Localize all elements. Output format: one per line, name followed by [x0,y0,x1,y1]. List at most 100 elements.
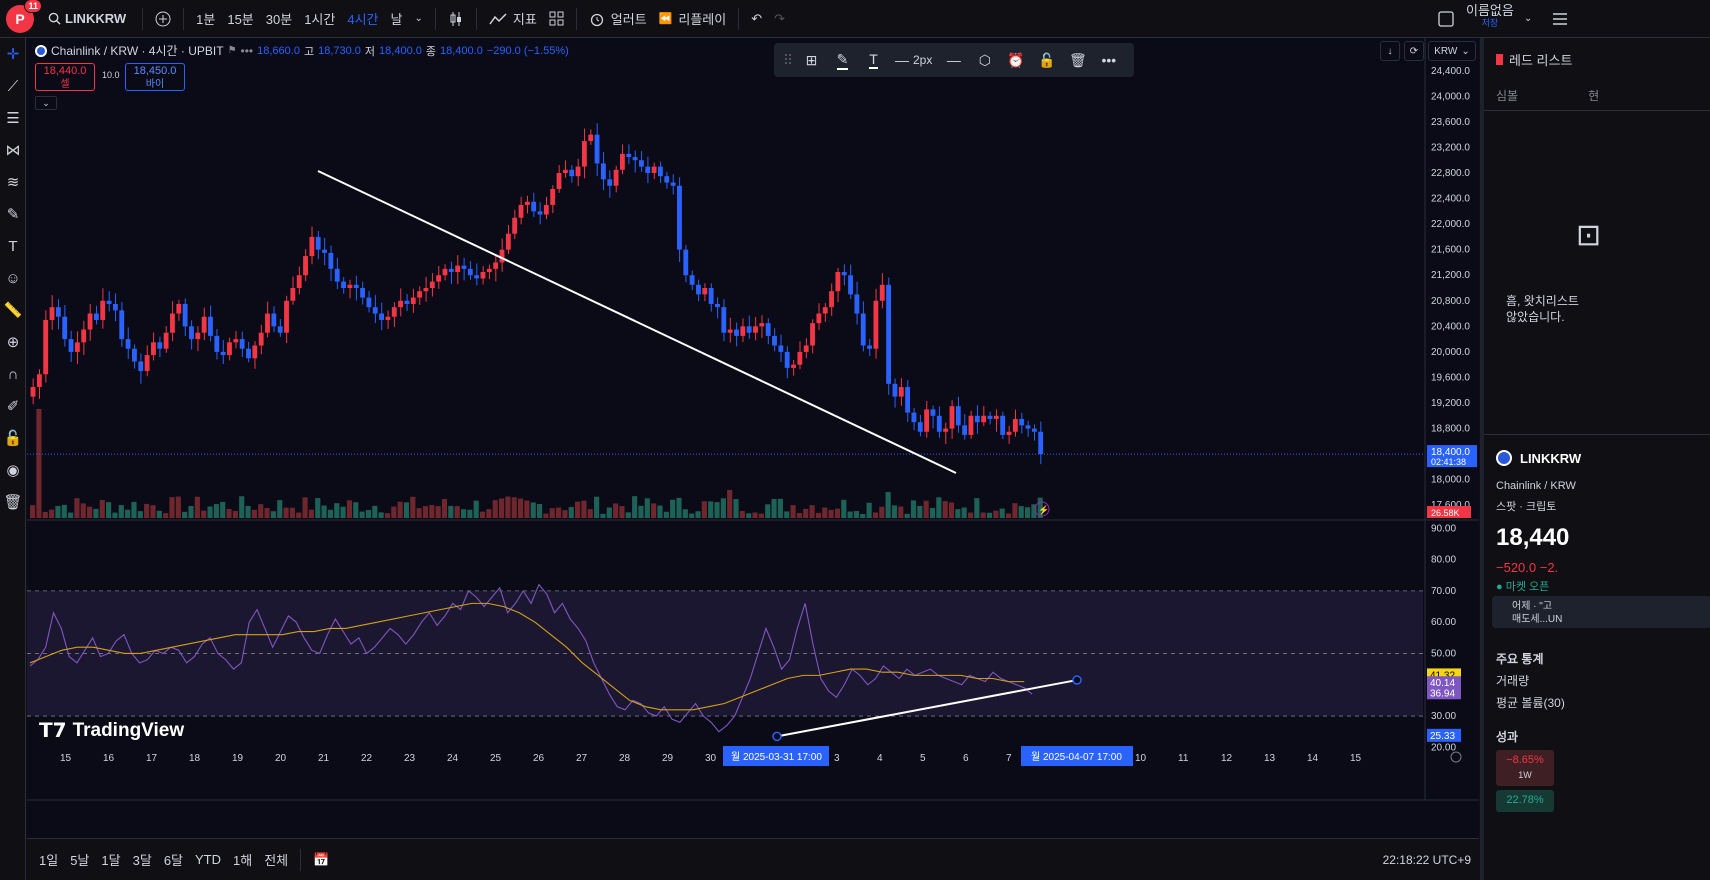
crosshair-tool[interactable]: ✛ [0,38,26,70]
emoji-tool[interactable]: ☺ [0,262,26,294]
text-color-button[interactable]: T [858,43,889,77]
legend-symbol[interactable]: Chainlink / KRW · 4시간 · UPBIT [51,44,224,58]
more-icon[interactable]: ••• [240,43,254,58]
lock-button[interactable]: 🔓 [1031,43,1062,77]
watchlist-button[interactable] [1546,0,1574,38]
watchlist-header[interactable]: 레드 리스트 [1484,38,1710,81]
drag-handle[interactable]: ⠿ [782,51,794,68]
volume-bar [936,497,942,518]
undo-button[interactable]: ↶ [745,0,768,38]
range-all[interactable]: 전체 [264,853,289,868]
candle-body [265,313,270,333]
line-width-button[interactable]: — 2px [889,43,938,77]
chevron-down-icon: ⌄ [1524,13,1533,24]
delete-drawings-tool[interactable]: 🗑 [0,486,26,518]
replay-button[interactable]: ⏪ 리플레이 [658,12,727,27]
candle-body [607,179,613,186]
redo-button[interactable]: ↷ [768,0,791,38]
volume-bar [106,502,112,518]
pattern-tool[interactable]: ⋈ [0,134,26,166]
add-alert-button[interactable]: ⏰ [1000,43,1031,77]
time-axis-label: 14 [1307,753,1319,764]
range-ytd[interactable]: YTD [195,852,222,867]
compare-add-button[interactable] [149,0,177,38]
scroll-to-latest-button[interactable]: ↓ [1380,41,1400,61]
interval-1m[interactable]: 1분 [196,12,216,27]
layout-menu-button[interactable]: ⌄ [1518,0,1538,38]
volume-bar [796,513,802,518]
refresh-button[interactable]: ⟳ [1404,41,1424,61]
brush-tool[interactable]: ✎ [0,198,26,230]
magnet-tool[interactable]: ∩ [0,358,26,390]
chart-type-button[interactable] [442,0,470,38]
detail-symbol[interactable]: LINKKRW [1496,450,1581,466]
smiley-icon: ☺ [5,269,21,287]
volume-bar [625,512,631,518]
lock-icon: 🔓 [3,430,23,447]
candle-body [664,176,670,183]
rsi-axis-label: 80.00 [1431,555,1456,566]
layouts-button[interactable] [543,0,570,38]
candle-body [1019,418,1025,426]
interval-30m[interactable]: 30분 [265,12,293,27]
indicators-button[interactable]: 지표 [483,0,543,38]
interval-15m[interactable]: 15분 [227,12,254,27]
range-1d[interactable]: 1일 [39,853,59,868]
volume-bar [638,505,644,518]
line-style-button[interactable]: — [938,43,969,77]
forecast-tool[interactable]: ≋ [0,166,26,198]
alert-button[interactable]: 얼러트 [583,0,653,38]
text-tool[interactable]: T [0,230,26,262]
perf-1w[interactable]: −8.65% 1W [1496,750,1554,786]
goto-date-button[interactable]: 📅 [307,852,335,868]
price-chart[interactable]: 24,400.0 24,000.0 23,600.0 23,200.0 22,800.0… [27,38,1479,838]
interval-4h[interactable]: 4시간 [347,12,379,27]
legend-collapse-button[interactable]: ⌄ [35,96,57,110]
time-highlight-bg [723,746,829,766]
range-6m[interactable]: 6달 [163,853,184,868]
settings-button[interactable]: ⬡ [969,43,1000,77]
red-flag-icon [1496,54,1503,65]
currency-select[interactable]: KRW ⌄ [1428,41,1476,61]
trendline-tool[interactable]: ⟋ [0,70,26,102]
volume-bar [30,505,36,518]
fullscreen-button[interactable] [1432,0,1460,38]
interval-1h[interactable]: 1시간 [304,12,336,27]
buy-button[interactable]: 18,450.0 바이 [125,63,185,91]
indicator-chart-icon [489,12,507,24]
sell-button[interactable]: 18,440.0 셀 [35,63,95,91]
legend-close-label: 종 [425,45,436,58]
settings-hexagon-icon: ⬡ [978,51,991,68]
candle-body [765,323,771,336]
volume-bar [847,511,853,518]
range-1y[interactable]: 1해 [233,853,253,868]
candle-body [258,332,264,346]
layout-name-button[interactable]: 이름없음 저장 [1466,4,1514,30]
range-5d[interactable]: 5날 [70,853,90,868]
chart-area[interactable]: 24,400.0 24,000.0 23,600.0 23,200.0 22,800.0… [27,38,1479,838]
interval-dropdown[interactable]: ⌄ [408,0,428,38]
divider [142,7,144,30]
perf-other[interactable]: 22.78% [1496,790,1554,812]
price-axis-label: 22,000.0 [1431,219,1470,230]
range-3m[interactable]: 3달 [132,853,152,868]
clock-timezone[interactable]: 22:18:22 UTC+9 [1382,852,1471,867]
buy-label: 바이 [145,79,165,90]
fib-tool[interactable]: ☰ [0,102,26,134]
stay-drawing-tool[interactable]: ✐ [0,390,26,422]
legend-high-label: 고 [303,45,315,58]
delete-button[interactable]: 🗑 [1062,43,1093,77]
measure-tool[interactable]: 📏 [0,294,26,326]
lock-drawings-tool[interactable]: 🔓 [0,422,26,454]
templates-button[interactable]: ⊞ [796,43,827,77]
hide-drawings-tool[interactable]: ◉ [0,454,26,486]
more-button[interactable]: ••• [1093,43,1124,77]
line-color-button[interactable]: ✎ [827,43,858,77]
news-item[interactable]: 어제 · "고 매도세...UN [1492,596,1710,628]
user-avatar[interactable]: P 11 [6,0,42,33]
interval-1d[interactable]: 날 [390,12,403,27]
range-1m[interactable]: 1달 [101,853,121,868]
zoom-tool[interactable]: ⊕ [0,326,26,358]
symbol-search-button[interactable]: LINKKRW [42,0,132,38]
candle-body [600,163,606,180]
